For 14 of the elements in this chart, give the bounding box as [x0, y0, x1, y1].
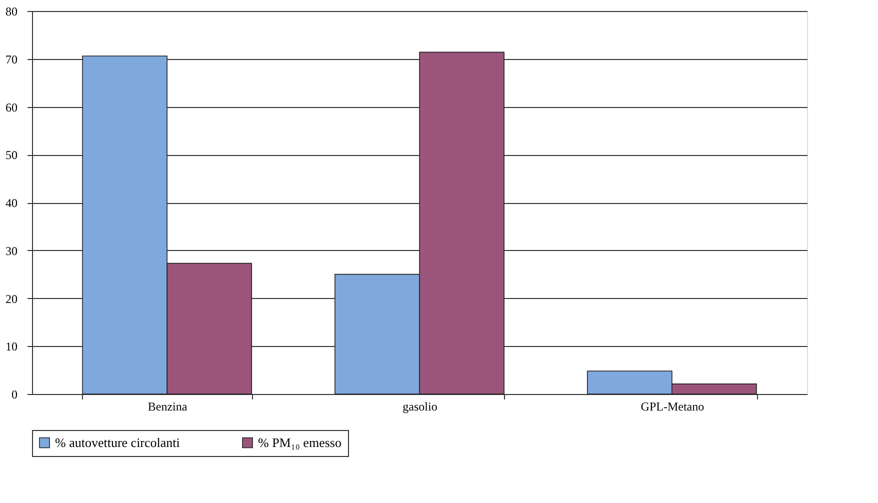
legend-label: % autovetture circolanti: [55, 434, 180, 450]
x-tick-label: Benzina: [148, 400, 188, 414]
y-tick-label: 60: [6, 100, 18, 114]
legend-label: % PM₁₀ emesso: [258, 434, 342, 450]
x-tick-label: GPL-Metano: [640, 400, 704, 414]
y-tick-label: 20: [6, 292, 18, 306]
x-tick-label: gasolio: [402, 400, 438, 414]
y-tick-label: 40: [6, 196, 18, 210]
y-tick-label: 80: [6, 4, 18, 18]
y-tick-label: 30: [6, 244, 18, 258]
y-tick-label: 10: [6, 340, 18, 354]
y-tick-label: 70: [6, 52, 18, 66]
y-tick-label: 0: [12, 388, 18, 402]
y-tick-label: 50: [6, 148, 18, 162]
